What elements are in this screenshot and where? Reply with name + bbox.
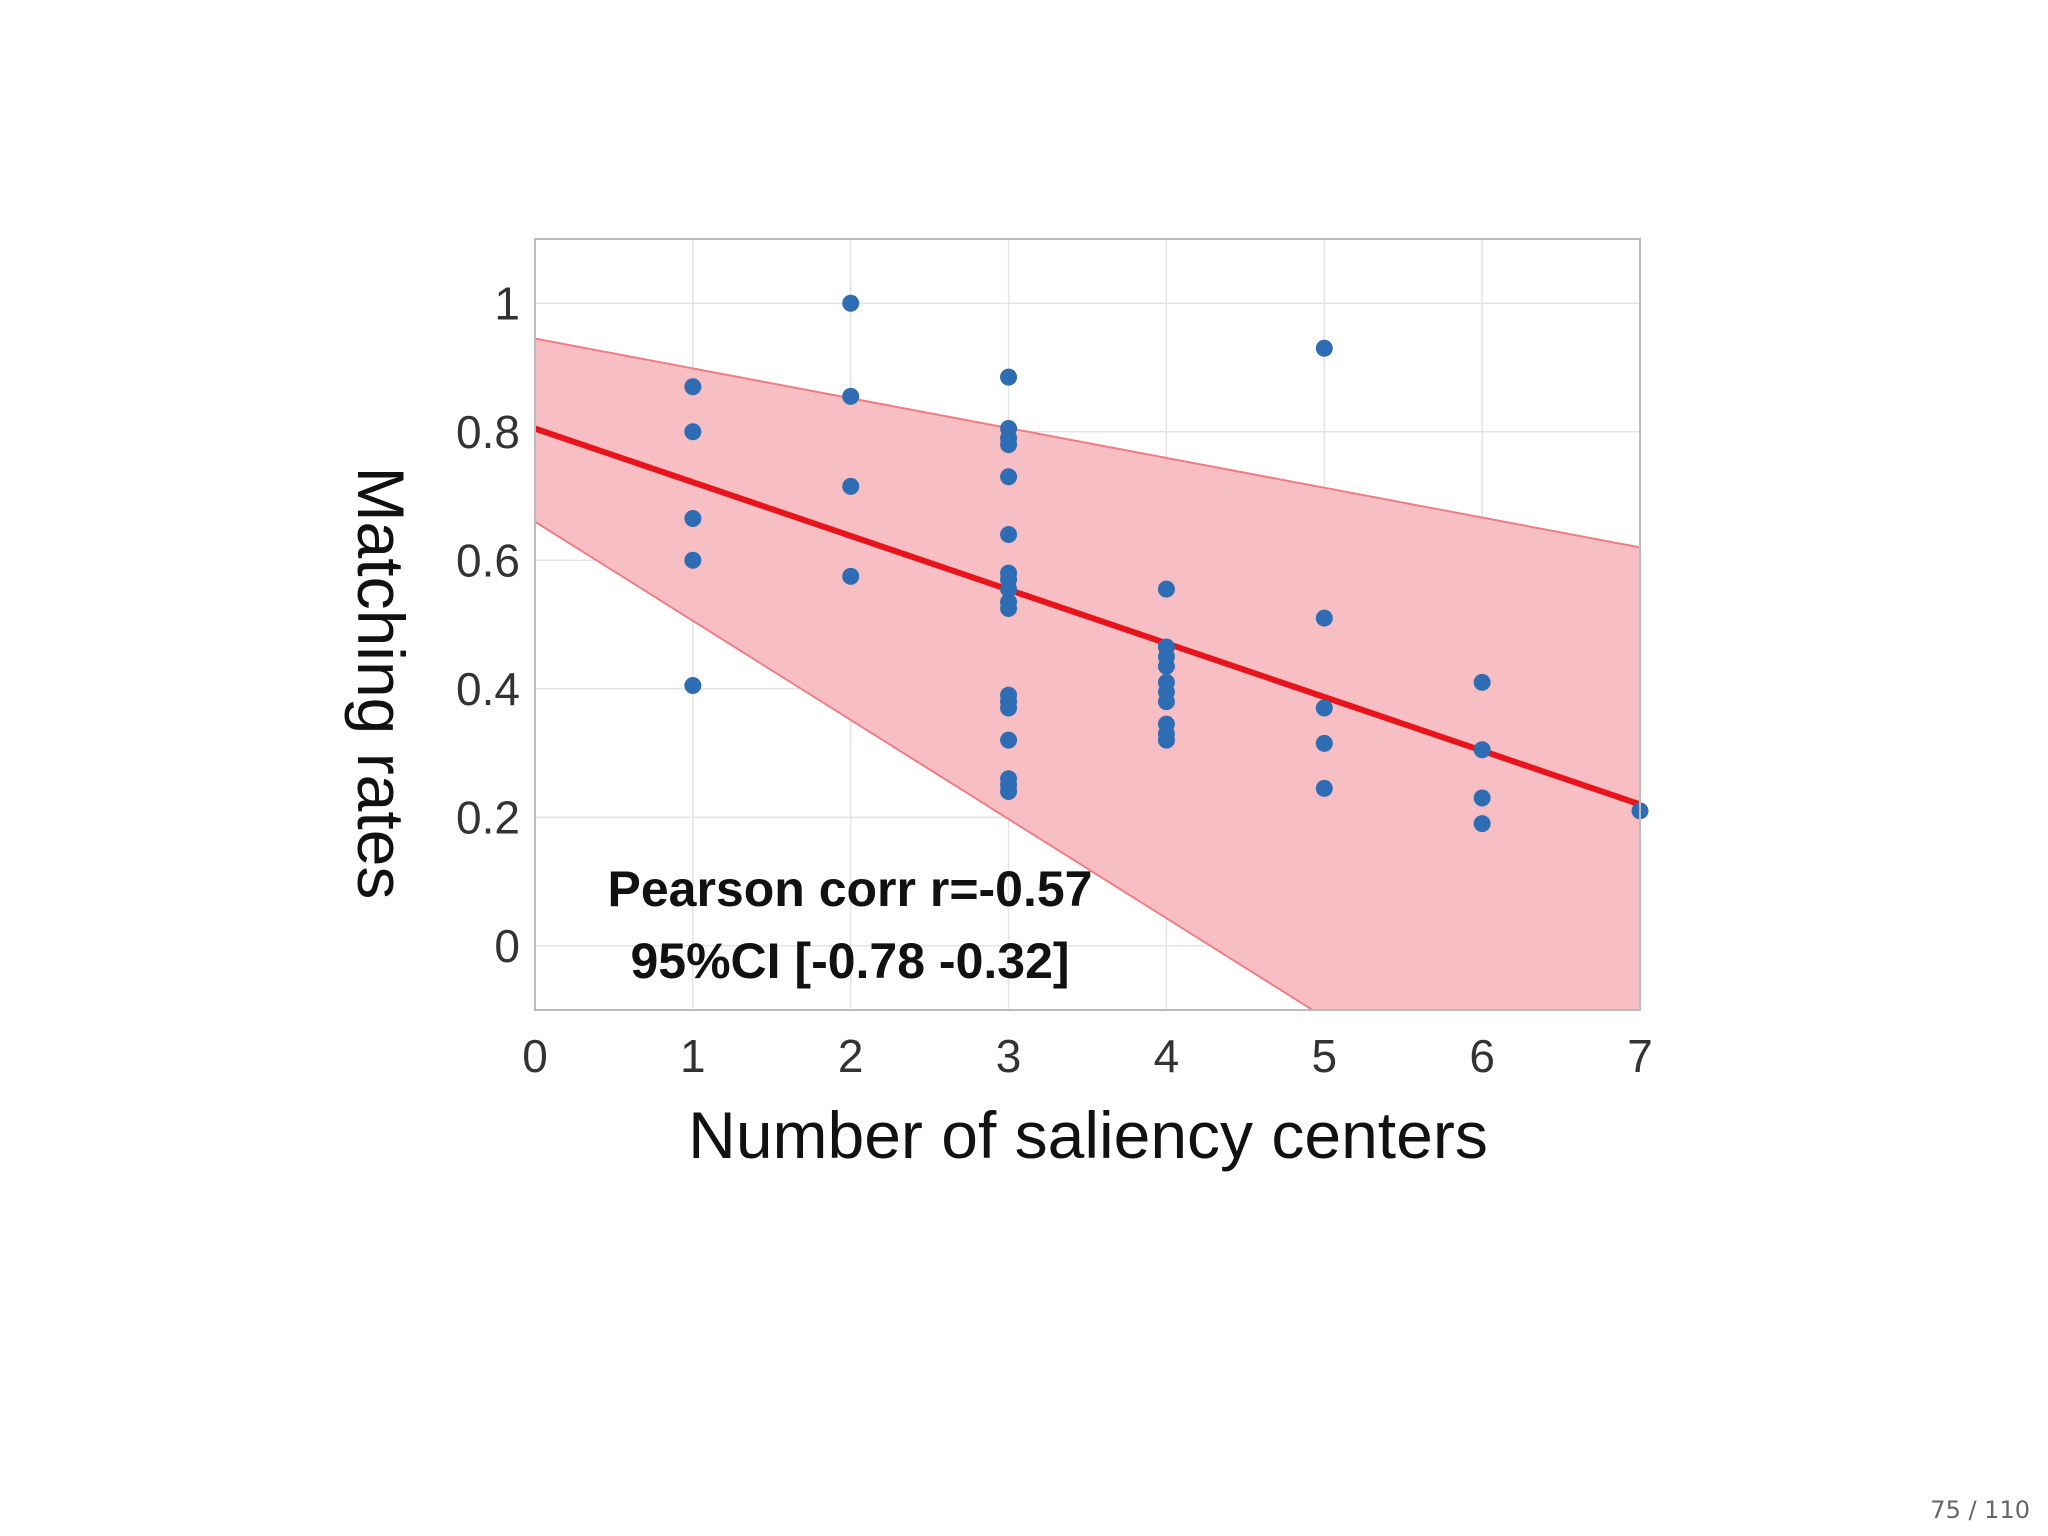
data-point xyxy=(684,551,702,569)
x-tick-label: 2 xyxy=(838,1030,864,1082)
x-tick-label: 0 xyxy=(522,1030,548,1082)
data-point xyxy=(1157,657,1175,675)
annotation-confidence-interval: 95%CI [-0.78 -0.32] xyxy=(630,933,1069,989)
y-axis-title: Matching rates xyxy=(344,467,418,900)
data-point xyxy=(1315,779,1333,797)
data-point xyxy=(1000,468,1018,486)
data-point xyxy=(1000,368,1018,386)
data-point xyxy=(1473,741,1491,759)
y-tick-label: 1 xyxy=(494,277,520,329)
data-point xyxy=(684,378,702,396)
y-tick-label: 0.4 xyxy=(456,663,520,715)
data-point xyxy=(1473,815,1491,833)
data-point xyxy=(1000,580,1018,598)
data-point xyxy=(842,387,860,405)
x-axis-ticks: 0 1 2 3 4 5 6 7 xyxy=(522,1030,1653,1082)
regression-line xyxy=(535,425,1640,808)
data-point xyxy=(1315,734,1333,752)
data-point xyxy=(842,294,860,312)
data-point xyxy=(1000,436,1018,454)
x-axis-title: Number of saliency centers xyxy=(688,1098,1488,1172)
data-point xyxy=(1157,580,1175,598)
confidence-band xyxy=(535,338,1640,1010)
data-point xyxy=(684,677,702,695)
data-point xyxy=(1315,339,1333,357)
data-point xyxy=(1315,609,1333,627)
x-tick-label: 4 xyxy=(1154,1030,1180,1082)
y-tick-label: 0.2 xyxy=(456,791,520,843)
data-point xyxy=(1000,731,1018,749)
data-point xyxy=(1157,731,1175,749)
data-point xyxy=(1473,789,1491,807)
data-point xyxy=(842,567,860,585)
data-point xyxy=(1473,673,1491,691)
x-tick-label: 3 xyxy=(996,1030,1022,1082)
data-point xyxy=(1315,699,1333,717)
x-tick-label: 6 xyxy=(1469,1030,1495,1082)
data-point xyxy=(1000,699,1018,717)
x-tick-label: 1 xyxy=(680,1030,706,1082)
data-point xyxy=(684,423,702,441)
scatter-points xyxy=(684,294,1649,833)
y-axis-ticks: 0 0.2 0.4 0.6 0.8 1 xyxy=(456,277,520,972)
x-tick-label: 5 xyxy=(1311,1030,1337,1082)
confidence-band-lower-edge xyxy=(535,520,1315,1010)
x-tick-label: 7 xyxy=(1627,1030,1653,1082)
data-point xyxy=(1157,693,1175,711)
data-point xyxy=(684,509,702,527)
annotation-pearson: Pearson corr r=-0.57 xyxy=(608,861,1093,917)
y-tick-label: 0 xyxy=(494,920,520,972)
data-point xyxy=(842,477,860,495)
confidence-band-upper-edge xyxy=(535,337,1640,549)
data-point xyxy=(1000,599,1018,617)
data-point xyxy=(1000,783,1018,801)
y-tick-label: 0.6 xyxy=(456,534,520,586)
y-tick-label: 0.8 xyxy=(456,406,520,458)
plot-frame xyxy=(534,238,1641,1011)
data-point xyxy=(1000,526,1018,544)
page-number: 75 / 110 xyxy=(1930,1496,2030,1524)
